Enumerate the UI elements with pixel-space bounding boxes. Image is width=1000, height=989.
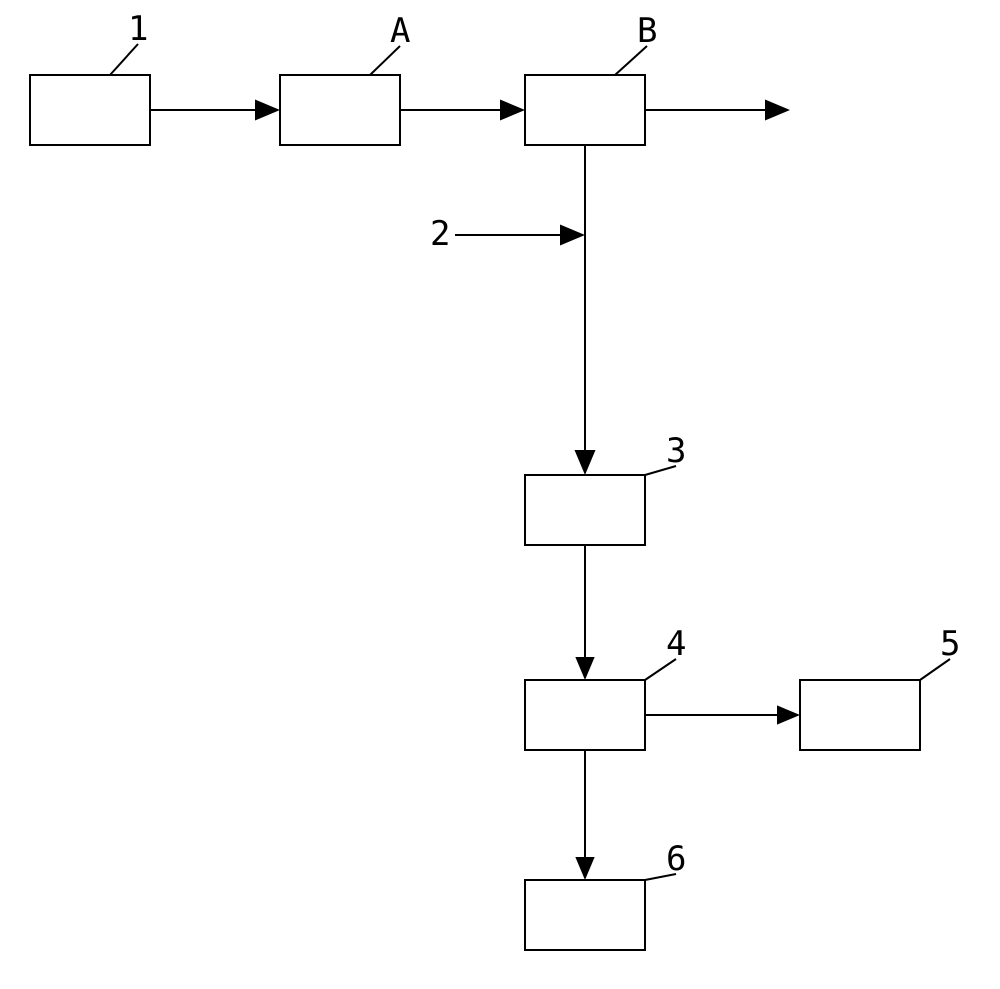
node-box-n6: [525, 880, 645, 950]
node-box-n5: [800, 680, 920, 750]
edge-arrowhead: [575, 450, 596, 475]
node-box-nA: [280, 75, 400, 145]
node-label-nA: A: [390, 11, 410, 51]
node-box-nB: [525, 75, 645, 145]
edge-arrowhead: [765, 100, 790, 121]
edge-arrowhead: [560, 225, 585, 246]
node-box-n4: [525, 680, 645, 750]
node-box-n3: [525, 475, 645, 545]
node-label-n3: 3: [666, 431, 686, 471]
edge-arrowhead: [500, 100, 525, 121]
edge-arrowhead: [575, 857, 594, 880]
node-label-n5: 5: [940, 624, 960, 664]
node-label-nB: B: [637, 11, 657, 51]
node-label-n6: 6: [666, 839, 686, 879]
node-box-n1: [30, 75, 150, 145]
node-label-n4: 4: [666, 624, 686, 664]
flowchart-canvas: 1 A B 3 4 5 6 2: [0, 0, 1000, 989]
free-label-l2: 2: [430, 214, 450, 254]
edge-arrowhead: [575, 657, 594, 680]
edge-arrowhead: [255, 100, 280, 121]
edge-arrowhead: [777, 705, 800, 724]
node-label-n1: 1: [128, 9, 148, 49]
